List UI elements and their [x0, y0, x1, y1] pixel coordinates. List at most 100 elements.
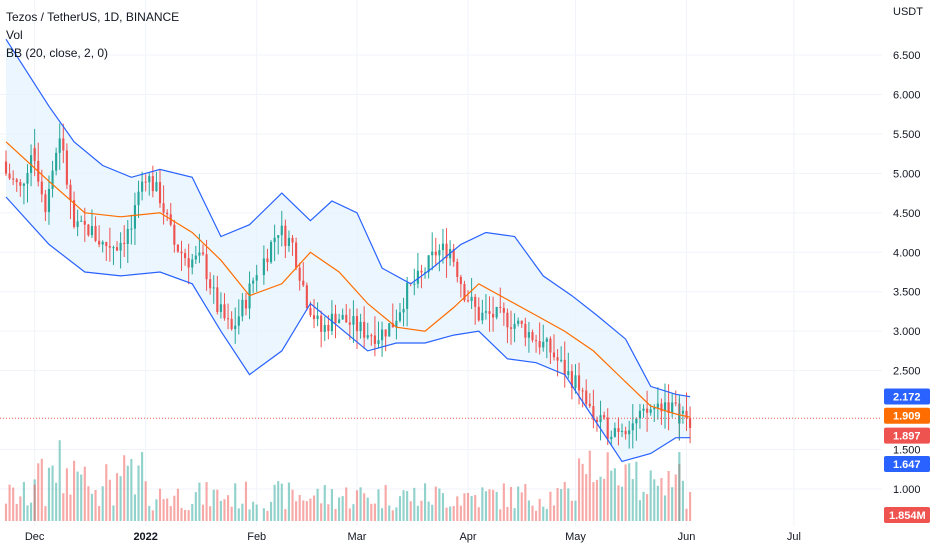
candle-body	[603, 415, 606, 418]
volume-bar	[151, 510, 154, 521]
candle-body	[194, 255, 197, 260]
candle-body	[509, 327, 513, 329]
volume-bar	[158, 488, 162, 521]
candle-body	[456, 261, 459, 277]
candle-body	[33, 148, 36, 161]
candle-body	[12, 178, 15, 180]
candle-body	[545, 338, 548, 342]
volume-bar	[90, 493, 94, 521]
volume-bar	[44, 506, 47, 521]
volume-bar	[327, 504, 330, 521]
volume-bar	[69, 494, 72, 521]
candle-body	[15, 179, 18, 183]
y-axis: USDT 6.500 6.000 5.500 5.000 4.500 4.000 3.500 3…	[893, 6, 923, 496]
candle-body	[298, 267, 301, 281]
volume-bar	[255, 504, 258, 521]
volume-bar	[592, 482, 595, 521]
candle-body	[517, 320, 520, 324]
volume-bar	[409, 501, 412, 521]
volume-bar	[173, 495, 176, 521]
candle-body	[355, 316, 359, 332]
candle-body	[667, 402, 670, 414]
symbol-title[interactable]: Tezos / TetherUS, 1D, BINANCE	[6, 10, 180, 24]
candle-body	[513, 323, 516, 329]
volume-bar	[402, 490, 405, 521]
volume-bar	[98, 506, 101, 521]
volume-bar	[298, 495, 301, 521]
volume-bar	[638, 500, 642, 521]
candle-body	[488, 311, 491, 314]
candle-body	[495, 306, 498, 318]
lower-band-badge-text: 1.647	[893, 459, 921, 471]
volume-bar	[252, 501, 255, 521]
volume-bar	[216, 489, 219, 521]
candle-body	[191, 259, 194, 268]
candle-body	[635, 418, 638, 424]
volume-bar	[51, 465, 54, 521]
candle-body	[445, 243, 448, 259]
volume-bar	[155, 499, 158, 521]
volume-bar	[388, 505, 391, 521]
volume-badge: 1.854M	[884, 507, 930, 523]
candle-body	[549, 338, 552, 353]
candle-body	[112, 247, 115, 249]
candle-body	[427, 255, 430, 273]
volume-bar	[19, 496, 22, 521]
volume-bar	[187, 510, 190, 521]
candle-body	[624, 430, 627, 435]
volume-bar	[384, 484, 387, 521]
volume-bar	[466, 492, 470, 521]
volume-bar	[226, 495, 230, 521]
upper-band-badge-text: 2.172	[893, 392, 921, 404]
y-tick-label: 1.000	[893, 484, 921, 496]
volume-bar	[542, 506, 545, 521]
candle-body	[123, 242, 126, 244]
volume-bar	[642, 491, 645, 521]
candle-body	[610, 436, 613, 440]
candle-body	[538, 341, 541, 348]
volume-bar	[538, 498, 541, 521]
volume-bars	[4, 440, 692, 521]
candle-body	[72, 200, 76, 227]
candle-body	[484, 311, 488, 313]
volume-bar	[656, 485, 659, 521]
volume-bar	[413, 487, 416, 521]
volume-bar	[291, 489, 294, 521]
volume-bar	[631, 479, 634, 521]
bb-legend[interactable]: BB (20, close, 2, 0)	[6, 46, 109, 60]
volume-bar	[617, 485, 620, 521]
volume-bar	[334, 508, 337, 521]
chart-legend: Tezos / TetherUS, 1D, BINANCE Vol BB (20…	[6, 8, 179, 62]
volume-bar	[549, 491, 552, 521]
volume-bar	[660, 478, 663, 521]
volume-bar	[55, 482, 58, 521]
volume-bar	[431, 504, 434, 521]
candle-body	[588, 403, 591, 407]
y-tick-label: 5.000	[893, 168, 921, 180]
candle-body	[406, 282, 409, 309]
volume-bar	[595, 479, 599, 521]
volume-legend[interactable]: Vol	[6, 28, 23, 42]
volume-bar	[474, 495, 477, 521]
volume-bar	[22, 481, 25, 521]
candle-body	[126, 229, 129, 244]
y-tick-label: 3.500	[893, 287, 921, 299]
volume-bar	[194, 492, 197, 521]
upper-band-badge-bg	[884, 388, 930, 405]
volume-bar	[563, 481, 566, 521]
candle-body	[241, 299, 244, 317]
volume-bar	[406, 491, 409, 521]
volume-bar	[506, 506, 509, 521]
candle-body	[119, 242, 122, 251]
candle-body	[685, 410, 688, 418]
candle-body	[380, 329, 384, 341]
candle-body	[284, 225, 287, 246]
volume-bar	[420, 500, 423, 521]
volume-bar	[112, 505, 115, 521]
volume-bar	[341, 496, 344, 521]
y-axis-currency: USDT	[893, 6, 923, 18]
volume-bar	[83, 466, 86, 521]
candle-body	[291, 237, 294, 243]
